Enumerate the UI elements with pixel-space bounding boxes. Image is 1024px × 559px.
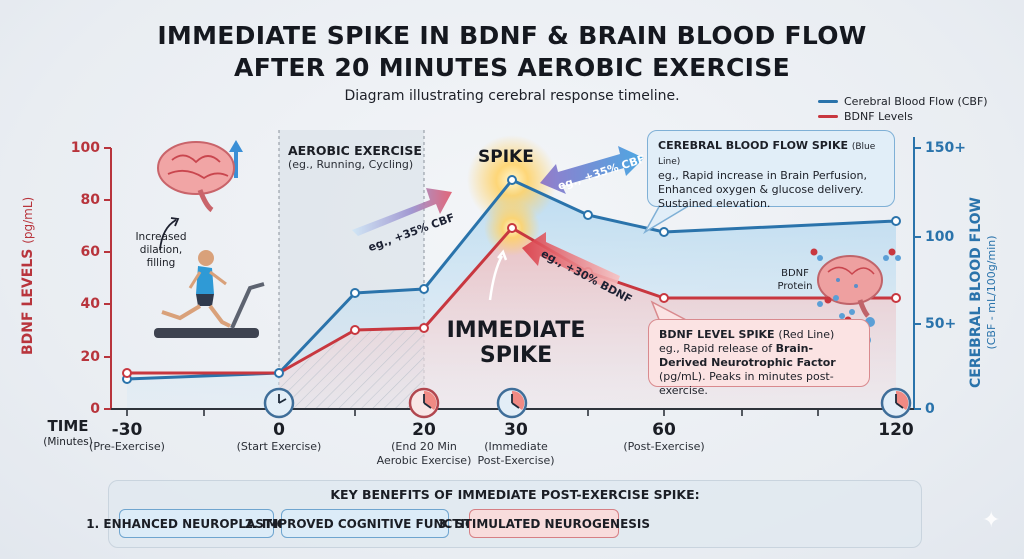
chart-title: IMMEDIATE SPIKE IN BDNF & BRAIN BLOOD FL… xyxy=(0,20,1024,84)
legend-item-cbf: Cerebral Blood Flow (CBF) xyxy=(818,94,988,109)
title-line-1: IMMEDIATE SPIKE IN BDNF & BRAIN BLOOD FL… xyxy=(157,21,867,50)
left-tick-60: 60 xyxy=(80,244,100,260)
bdnf-callout: BDNF LEVEL SPIKE (Red Line) eg., Rapid r… xyxy=(648,319,870,397)
legend-label-cbf: Cerebral Blood Flow (CBF) xyxy=(844,95,988,108)
legend-item-bdnf: BDNF Levels xyxy=(818,109,988,124)
legend-label-bdnf: BDNF Levels xyxy=(844,110,913,123)
x-tick-minus30: -30 (Pre-Exercise) xyxy=(89,420,165,453)
spike-label: SPIKE xyxy=(478,147,534,167)
benefit-neuroplasticity: 1. ENHANCED NEUROPLASTICITY xyxy=(86,509,307,538)
benefit-neurogenesis: 3. STIMULATED NEUROGENESIS xyxy=(438,509,650,538)
x-tick-0: 0 (Start Exercise) xyxy=(236,420,322,453)
left-tick-100: 100 xyxy=(70,140,100,156)
benefits-title: KEY BENEFITS OF IMMEDIATE POST-EXERCISE … xyxy=(330,487,700,502)
exercise-region-label: AEROBIC EXERCISE (eg., Running, Cycling) xyxy=(288,143,422,171)
upward-arrow-white xyxy=(488,255,504,301)
sparkle-icon: ✦ xyxy=(982,508,1001,533)
clock-icon-post-exercise xyxy=(496,387,528,419)
left-tick-0: 0 xyxy=(90,401,100,417)
clock-icon-120 xyxy=(880,387,912,419)
legend: Cerebral Blood Flow (CBF) BDNF Levels xyxy=(818,94,988,124)
right-tick-0: 0 xyxy=(925,401,935,417)
key-benefits-panel: KEY BENEFITS OF IMMEDIATE POST-EXERCISE … xyxy=(86,480,922,548)
cbf-line xyxy=(126,178,897,381)
cbf-points xyxy=(122,175,901,384)
left-tick-40: 40 xyxy=(80,296,100,312)
brain-icon xyxy=(157,141,235,213)
x-tick-20: 20 (End 20 Min Aerobic Exercise) xyxy=(376,420,472,467)
cbf-increase-arrow xyxy=(352,188,452,236)
right-tick-150: 150+ xyxy=(925,140,966,156)
clock-icon-start xyxy=(263,387,295,419)
dilation-label: Increased dilation, filling xyxy=(135,231,187,269)
legend-swatch-cbf xyxy=(818,100,838,103)
clock-icon-end-exercise xyxy=(408,387,440,419)
x-tick-30: 30 (Immediate Post-Exercise) xyxy=(477,420,555,467)
left-tick-80: 80 xyxy=(80,192,100,208)
bdnf-protein-label: BDNF Protein xyxy=(777,268,813,292)
left-tick-20: 20 xyxy=(80,349,100,365)
legend-swatch-bdnf xyxy=(818,115,838,118)
immediate-spike-label: IMMEDIATE SPIKE xyxy=(446,318,586,368)
bdnf-protein-brain-icon xyxy=(817,255,883,318)
benefit-cognitive-function: 2. IMPROVED COGNITIVE FUNCTION xyxy=(245,509,485,538)
right-tick-50: 50+ xyxy=(925,316,957,332)
bdnf-line xyxy=(127,226,896,375)
left-axis-title: BDNF LEVELS (pg/mL) xyxy=(20,196,36,355)
right-tick-100: 100 xyxy=(925,229,955,245)
cbf-callout: CEREBRAL BLOOD FLOW SPIKE (Blue Line) eg… xyxy=(647,130,895,210)
chart-subtitle: Diagram illustrating cerebral response t… xyxy=(344,88,680,104)
x-tick-120: 120 xyxy=(878,420,914,440)
cbf-double-arrow xyxy=(540,146,644,194)
title-line-2: AFTER 20 MINUTES AEROBIC EXERCISE xyxy=(234,53,790,82)
up-arrow-icon xyxy=(229,140,243,152)
bdnf-increase-arrow xyxy=(522,232,620,292)
right-axis-title: CEREBRAL BLOOD FLOW (CBF - mL/100g/min) xyxy=(968,197,998,388)
x-tick-60: 60 (Post-Exercise) xyxy=(623,420,705,453)
runner-on-treadmill-icon xyxy=(154,250,265,338)
x-axis-title: TIME (Minutes) xyxy=(43,417,93,448)
